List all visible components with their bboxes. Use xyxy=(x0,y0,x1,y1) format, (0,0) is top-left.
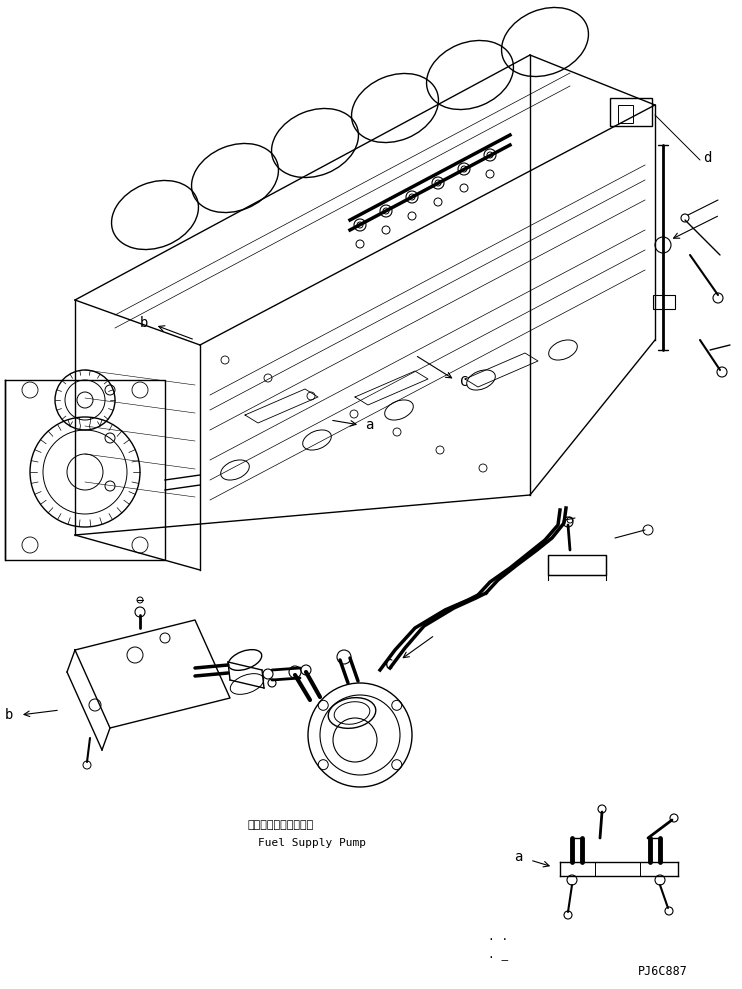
Text: C: C xyxy=(460,375,468,389)
Bar xyxy=(618,105,633,123)
Text: PJ6C887: PJ6C887 xyxy=(638,965,688,978)
Bar xyxy=(548,555,606,575)
Bar xyxy=(653,295,675,309)
Text: a: a xyxy=(365,418,373,432)
Text: C: C xyxy=(384,658,393,672)
Text: フェルサプライボンプ: フェルサプライボンプ xyxy=(248,820,315,830)
Text: . _: . _ xyxy=(488,950,508,961)
Text: a: a xyxy=(515,850,523,864)
Text: Fuel Supply Pump: Fuel Supply Pump xyxy=(258,838,366,848)
Text: b: b xyxy=(4,708,13,722)
Bar xyxy=(610,98,652,126)
Text: . .: . . xyxy=(488,932,508,942)
Text: b: b xyxy=(139,316,148,330)
Text: d: d xyxy=(703,151,712,165)
